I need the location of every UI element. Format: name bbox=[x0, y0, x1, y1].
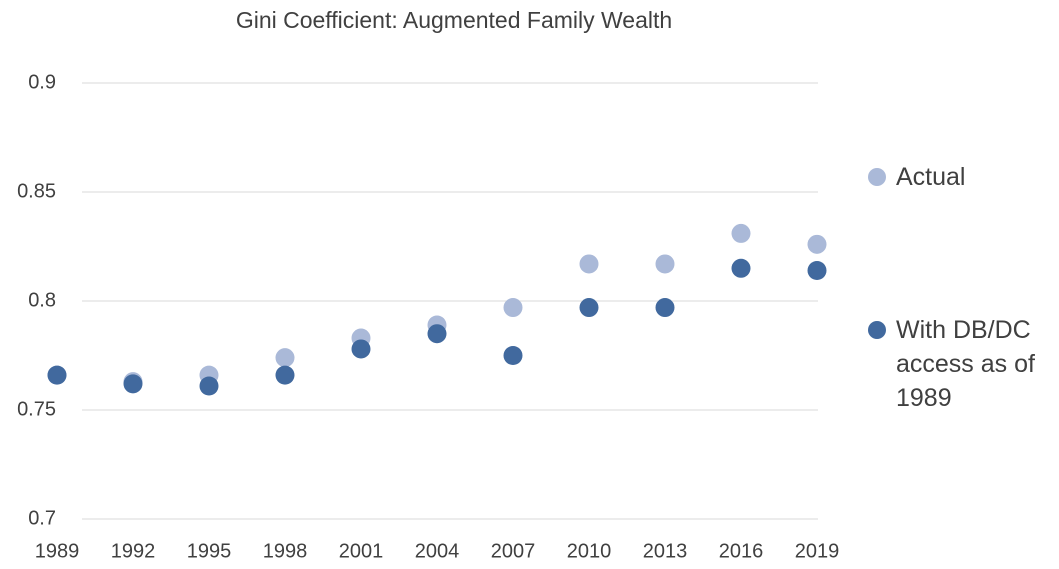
marker bbox=[579, 298, 599, 318]
x-tick-label: 2019 bbox=[795, 540, 840, 562]
x-tick-label: 1989 bbox=[35, 540, 80, 562]
x-tick-label: 1995 bbox=[187, 540, 232, 562]
legend-label: Actual bbox=[896, 163, 966, 191]
marker bbox=[503, 298, 523, 318]
legend-marker bbox=[868, 321, 886, 339]
marker bbox=[123, 374, 143, 394]
x-tick-label: 1998 bbox=[263, 540, 308, 562]
legend-marker bbox=[868, 168, 886, 186]
chart-title: Gini Coefficient: Augmented Family Wealt… bbox=[236, 7, 672, 33]
y-tick-label: 0.8 bbox=[28, 289, 56, 311]
marker bbox=[807, 260, 827, 280]
x-tick-label: 2010 bbox=[567, 540, 612, 562]
marker bbox=[807, 234, 827, 254]
x-tick-label: 2016 bbox=[719, 540, 764, 562]
legend-item: With DB/DC access as of 1989 bbox=[868, 313, 1058, 415]
marker bbox=[275, 348, 295, 368]
marker bbox=[579, 254, 599, 274]
marker bbox=[275, 365, 295, 385]
x-tick-label: 2001 bbox=[339, 540, 384, 562]
y-tick-label: 0.9 bbox=[28, 71, 56, 93]
legend-label: With DB/DC access as of 1989 bbox=[896, 316, 1035, 412]
x-tick-label: 2013 bbox=[643, 540, 688, 562]
y-tick-label: 0.7 bbox=[28, 507, 56, 529]
marker bbox=[655, 298, 675, 318]
marker bbox=[503, 346, 523, 365]
marker bbox=[655, 254, 675, 274]
marker bbox=[731, 223, 751, 243]
x-tick-label: 2007 bbox=[491, 540, 536, 562]
marker bbox=[731, 258, 751, 278]
marker bbox=[351, 339, 371, 359]
marker bbox=[199, 376, 219, 396]
x-tick-label: 1992 bbox=[111, 540, 156, 562]
marker bbox=[427, 324, 447, 344]
marker bbox=[47, 365, 67, 385]
legend-item: Actual bbox=[868, 160, 1058, 194]
x-tick-label: 2004 bbox=[415, 540, 460, 562]
y-tick-label: 0.75 bbox=[17, 398, 56, 420]
y-tick-label: 0.85 bbox=[17, 180, 56, 202]
